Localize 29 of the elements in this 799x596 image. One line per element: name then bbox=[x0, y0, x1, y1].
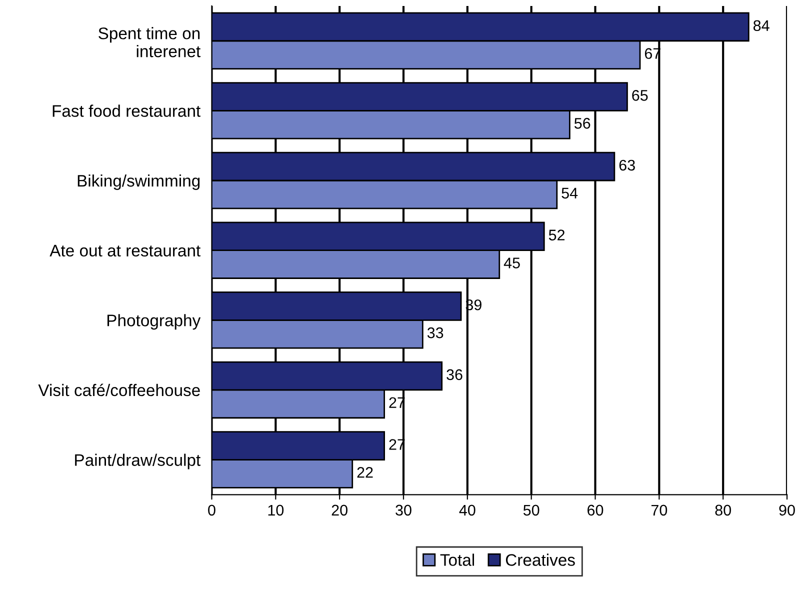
data-label: 63 bbox=[619, 160, 635, 171]
x-tick-label: 20 bbox=[332, 504, 348, 516]
x-tick-label: 80 bbox=[715, 504, 731, 516]
y-tick-label: Biking/swimming bbox=[78, 174, 200, 190]
data-label: 36 bbox=[446, 369, 462, 380]
legend-label: Creatives bbox=[506, 554, 575, 566]
x-tick-label: 50 bbox=[523, 504, 540, 516]
data-label: 84 bbox=[753, 20, 770, 32]
data-label: 52 bbox=[548, 230, 565, 240]
data-label: 65 bbox=[632, 90, 648, 101]
y-tick-label: Ate out at restaurant bbox=[50, 244, 201, 257]
data-label: 45 bbox=[504, 258, 520, 268]
x-tick-label: 40 bbox=[459, 504, 476, 516]
x-tick-label: 0 bbox=[208, 504, 216, 516]
y-tick-label: Spent time on interenet bbox=[98, 27, 201, 58]
data-label: 22 bbox=[357, 467, 373, 478]
data-label: 33 bbox=[427, 327, 444, 338]
y-tick-label: Paint/draw/sculpt bbox=[75, 454, 201, 470]
x-tick-label: 70 bbox=[651, 504, 668, 516]
y-tick-label: Visit café/coffeehouse bbox=[38, 384, 200, 396]
data-label: 54 bbox=[562, 188, 578, 199]
x-tick-label: 60 bbox=[588, 504, 604, 516]
x-tick-label: 10 bbox=[268, 504, 284, 516]
y-tick-label: Fast food restaurant bbox=[52, 104, 201, 117]
y-tick-label: Photography bbox=[107, 314, 201, 330]
data-label: 56 bbox=[574, 118, 590, 129]
x-tick-label: 30 bbox=[396, 504, 412, 516]
legend-label: Total bbox=[440, 554, 474, 566]
x-tick-label: 90 bbox=[779, 504, 795, 516]
